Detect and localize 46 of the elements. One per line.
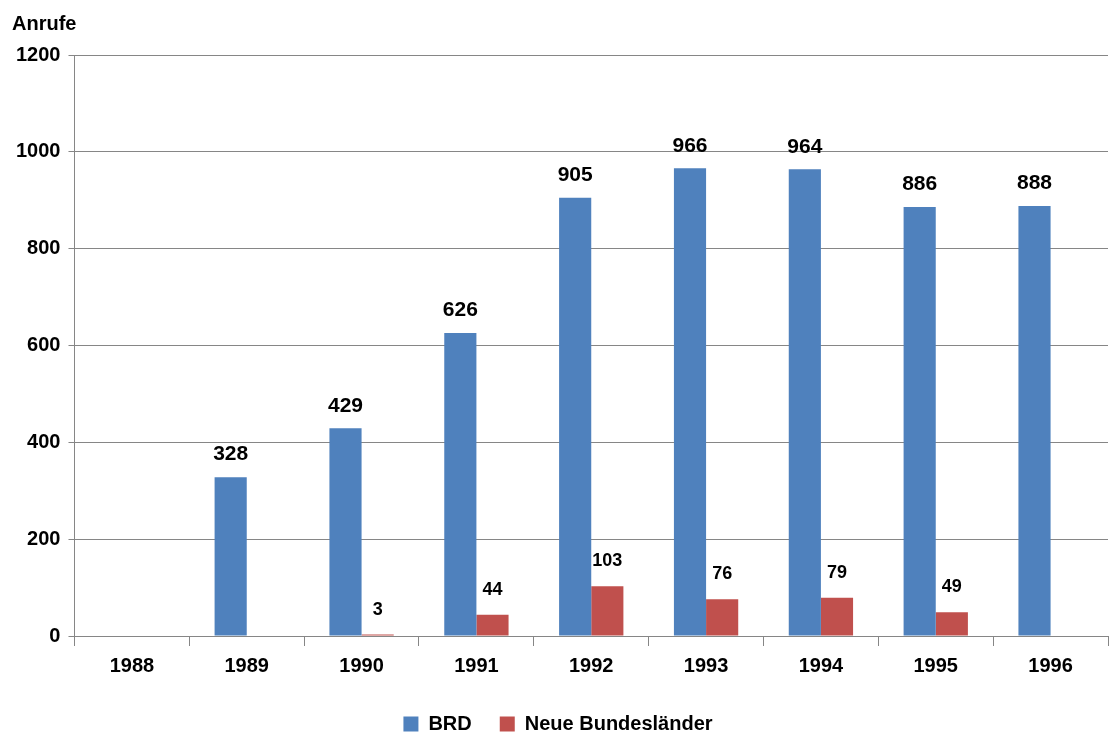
data-label: 429 (327, 392, 364, 416)
bar (476, 614, 509, 636)
data-label: 44 (482, 578, 503, 599)
y-tick-label: 200 (27, 526, 61, 549)
bar (935, 612, 968, 636)
x-tick-label: 1996 (1028, 653, 1073, 676)
bar (1018, 206, 1051, 636)
legend-label: BRD (428, 711, 472, 734)
bar (214, 477, 247, 636)
x-tick-label: 1988 (109, 653, 155, 676)
data-label: 79 (826, 561, 848, 582)
bar (329, 428, 362, 636)
x-tick-label: 1994 (798, 653, 845, 676)
data-label: 966 (672, 132, 708, 156)
bar (591, 586, 624, 636)
bar (673, 168, 707, 636)
data-label: 905 (557, 162, 593, 186)
bar (903, 207, 936, 636)
x-tick-label: 1992 (569, 653, 614, 676)
y-tick-label: 600 (27, 333, 61, 356)
bar (706, 599, 739, 636)
y-tick-label: 0 (49, 623, 61, 646)
bar (444, 332, 477, 636)
bar (788, 169, 821, 636)
bar (559, 197, 592, 636)
x-tick-label: 1990 (339, 653, 384, 676)
data-label: 328 (213, 441, 249, 465)
data-label: 964 (787, 133, 823, 157)
data-label: 49 (941, 576, 962, 597)
x-tick-label: 1993 (683, 653, 729, 676)
y-tick-label: 800 (27, 236, 61, 259)
x-tick-label: 1989 (224, 653, 269, 676)
x-tick-label: 1991 (454, 653, 499, 676)
data-label: 103 (592, 550, 623, 571)
bar (820, 597, 854, 636)
y-tick-label: 400 (27, 429, 61, 452)
legend-label: Neue Bundesländer (524, 711, 713, 734)
data-label: 3 (372, 598, 383, 619)
y-tick-label: 1000 (15, 139, 61, 162)
data-label: 888 (1016, 170, 1053, 194)
data-label: 626 (442, 297, 478, 321)
y-axis-title: Anrufe (12, 11, 77, 34)
y-tick-label: 1200 (15, 42, 61, 65)
x-tick-label: 1995 (913, 653, 958, 676)
data-label: 886 (902, 171, 938, 195)
data-label: 76 (712, 563, 733, 584)
